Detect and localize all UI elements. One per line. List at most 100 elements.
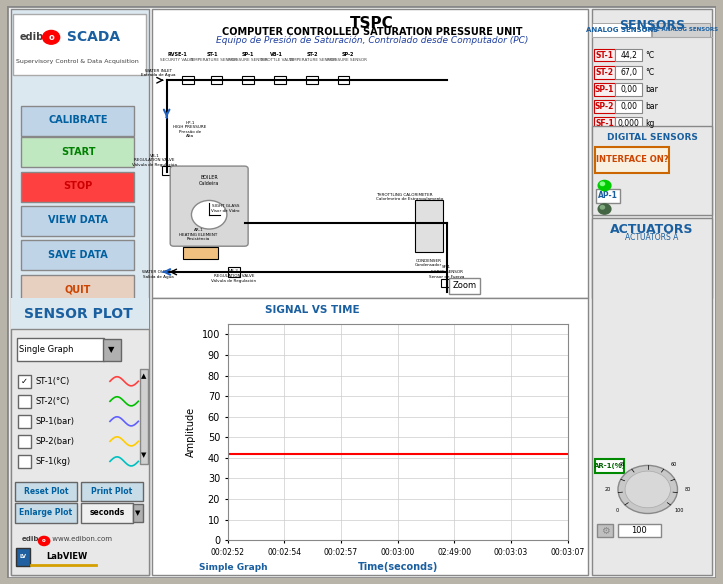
Text: COMPUTER CONTROLLED SATURATION PRESSURE UNIT: COMPUTER CONTROLLED SATURATION PRESSURE … — [222, 27, 523, 37]
FancyBboxPatch shape — [22, 206, 134, 236]
FancyBboxPatch shape — [81, 503, 133, 523]
FancyBboxPatch shape — [18, 435, 30, 448]
FancyBboxPatch shape — [162, 165, 173, 175]
Text: www.edibon.com: www.edibon.com — [50, 536, 112, 542]
Text: 100: 100 — [631, 526, 647, 535]
Text: ⚙: ⚙ — [601, 526, 609, 536]
FancyBboxPatch shape — [22, 275, 134, 305]
Text: QUIT: QUIT — [65, 284, 91, 294]
FancyBboxPatch shape — [307, 77, 317, 84]
Text: VB-1
REGULATION VALVE
Válvula de Regulación: VB-1 REGULATION VALVE Válvula de Regulac… — [132, 154, 177, 167]
FancyBboxPatch shape — [153, 9, 589, 298]
Text: o: o — [48, 33, 54, 42]
Text: 0,000: 0,000 — [617, 119, 640, 128]
Circle shape — [38, 536, 50, 545]
FancyBboxPatch shape — [591, 218, 712, 575]
Text: SP-1(bar): SP-1(bar) — [35, 417, 74, 426]
FancyBboxPatch shape — [595, 147, 669, 173]
Text: SENSOR PLOT: SENSOR PLOT — [24, 307, 132, 321]
Text: edib: edib — [22, 536, 39, 542]
FancyBboxPatch shape — [18, 455, 30, 468]
FancyBboxPatch shape — [615, 49, 642, 61]
Text: ▼: ▼ — [108, 345, 115, 354]
Text: SP-2: SP-2 — [341, 52, 354, 57]
Text: 0,00: 0,00 — [620, 85, 637, 94]
FancyBboxPatch shape — [22, 172, 134, 201]
Text: ST-2(°C): ST-2(°C) — [35, 397, 70, 406]
Text: PRESSURE SENSOR: PRESSURE SENSOR — [228, 58, 268, 62]
FancyBboxPatch shape — [615, 66, 642, 78]
Text: 100: 100 — [674, 508, 683, 513]
Text: STOP: STOP — [64, 181, 93, 191]
Y-axis label: Amplitude: Amplitude — [187, 407, 196, 457]
Text: DIGITAL SENSORS: DIGITAL SENSORS — [607, 133, 698, 142]
FancyBboxPatch shape — [441, 279, 452, 287]
Text: THROTTLE VALVE: THROTTLE VALVE — [259, 58, 294, 62]
Text: bar: bar — [645, 85, 658, 94]
Text: Zoom: Zoom — [452, 281, 476, 290]
Text: ST-2: ST-2 — [306, 52, 317, 57]
Text: SIGNAL VS TIME: SIGNAL VS TIME — [265, 305, 359, 315]
Text: SF-1(kg): SF-1(kg) — [35, 457, 71, 466]
FancyBboxPatch shape — [594, 83, 615, 96]
Text: 67,0: 67,0 — [620, 68, 637, 77]
Text: INTERFACE ON?: INTERFACE ON? — [596, 155, 668, 164]
Text: 44,2: 44,2 — [620, 51, 637, 60]
FancyBboxPatch shape — [22, 241, 134, 270]
Text: ANALOG SENSORS: ANALOG SENSORS — [586, 27, 657, 33]
FancyBboxPatch shape — [183, 247, 218, 259]
Text: SP-2: SP-2 — [595, 102, 615, 111]
FancyBboxPatch shape — [449, 278, 480, 294]
Text: SP-1: SP-1 — [242, 52, 254, 57]
FancyBboxPatch shape — [228, 267, 239, 277]
Text: °C: °C — [645, 68, 654, 77]
FancyBboxPatch shape — [591, 126, 712, 215]
FancyBboxPatch shape — [132, 504, 143, 522]
Text: BOILER
Caldeira: BOILER Caldeira — [199, 175, 219, 186]
Text: Reset Plot: Reset Plot — [24, 487, 68, 496]
Circle shape — [600, 206, 604, 209]
Text: AP-1: AP-1 — [598, 192, 618, 200]
Text: WATER OUTLET
Salida de Agua: WATER OUTLET Salida de Agua — [142, 270, 174, 279]
Circle shape — [625, 471, 670, 507]
Text: Enlarge Plot: Enlarge Plot — [20, 509, 72, 517]
Text: Supervisory Control & Data Acquisition: Supervisory Control & Data Acquisition — [16, 60, 139, 64]
Text: START: START — [61, 147, 95, 157]
Text: Simple Graph: Simple Graph — [199, 564, 268, 572]
FancyBboxPatch shape — [11, 329, 149, 575]
FancyBboxPatch shape — [11, 9, 149, 575]
Text: ST-1: ST-1 — [596, 51, 614, 60]
Text: CONDENSER
Condensador: CONDENSER Condensador — [415, 259, 442, 267]
Text: 60: 60 — [671, 462, 677, 467]
X-axis label: Time(seconds): Time(seconds) — [357, 562, 438, 572]
Text: ▼: ▼ — [141, 452, 147, 458]
Text: 20: 20 — [604, 487, 610, 492]
Text: SF-1: SF-1 — [595, 119, 614, 128]
Text: 40: 40 — [619, 462, 625, 467]
Circle shape — [618, 465, 677, 513]
Text: SP-1: SP-1 — [595, 85, 615, 94]
Text: 0: 0 — [615, 508, 618, 513]
Text: bar: bar — [645, 102, 658, 111]
FancyBboxPatch shape — [338, 77, 349, 84]
FancyBboxPatch shape — [170, 166, 248, 246]
Text: SF-1
FORCE SENSOR
Sensor de Fuerza: SF-1 FORCE SENSOR Sensor de Fuerza — [429, 266, 464, 279]
Circle shape — [192, 200, 227, 229]
Circle shape — [43, 30, 60, 44]
Text: Print Plot: Print Plot — [91, 487, 132, 496]
FancyBboxPatch shape — [597, 524, 613, 537]
FancyBboxPatch shape — [103, 339, 121, 361]
FancyBboxPatch shape — [18, 375, 30, 388]
FancyBboxPatch shape — [618, 524, 661, 537]
FancyBboxPatch shape — [592, 23, 651, 37]
FancyBboxPatch shape — [210, 77, 222, 84]
Text: °C: °C — [645, 51, 654, 60]
FancyBboxPatch shape — [7, 6, 716, 578]
FancyBboxPatch shape — [81, 482, 142, 502]
FancyBboxPatch shape — [594, 66, 615, 78]
FancyBboxPatch shape — [615, 83, 642, 96]
Text: Equipo de Presión de Saturación, Controlado desde Computador (PC): Equipo de Presión de Saturación, Control… — [216, 36, 529, 45]
Text: kg: kg — [645, 119, 654, 128]
FancyBboxPatch shape — [11, 298, 149, 329]
Text: WATER INLET
Entrada de Agua: WATER INLET Entrada de Agua — [141, 69, 176, 77]
